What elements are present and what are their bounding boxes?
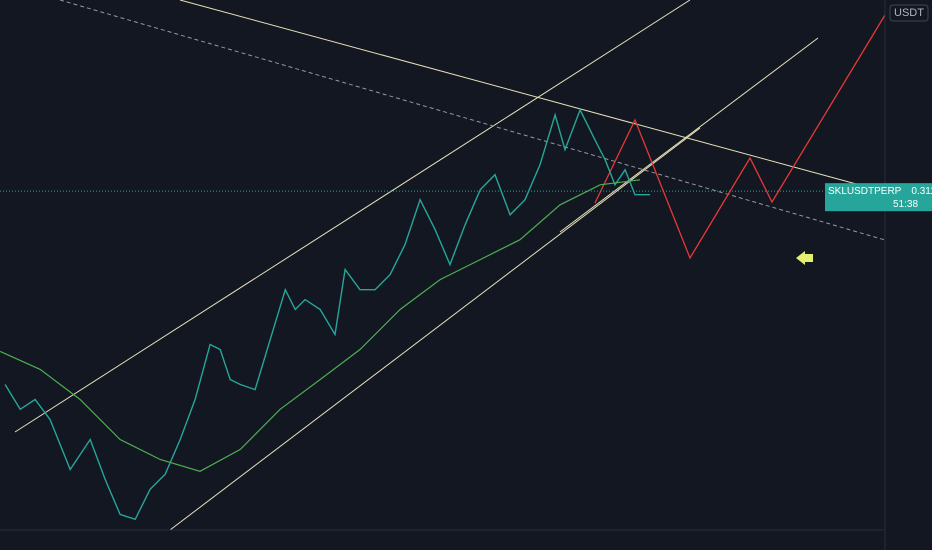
price-line xyxy=(4,108,651,521)
currency-box xyxy=(889,4,929,22)
trend-line xyxy=(179,0,861,186)
axes: USDT SKLUSDTPERP 0.31156 51:38 xyxy=(825,4,932,212)
arrow-icon xyxy=(796,251,813,265)
last-price: 0.31156 xyxy=(911,186,932,197)
last-price-box xyxy=(825,183,932,212)
moving-average-line xyxy=(0,179,641,472)
channel-upper xyxy=(14,0,691,433)
channel-line xyxy=(559,37,819,233)
currency-label: USDT xyxy=(894,7,924,19)
drawings xyxy=(14,0,886,531)
countdown: 51:38 xyxy=(893,199,918,210)
plot xyxy=(0,108,885,521)
symbol: SKLUSDTPERP xyxy=(828,186,902,197)
last-price-label: SKLUSDTPERP 0.31156 xyxy=(828,186,932,197)
channel-lower xyxy=(169,127,701,531)
projection-path xyxy=(594,14,886,260)
dashed-trend-line xyxy=(59,0,886,241)
